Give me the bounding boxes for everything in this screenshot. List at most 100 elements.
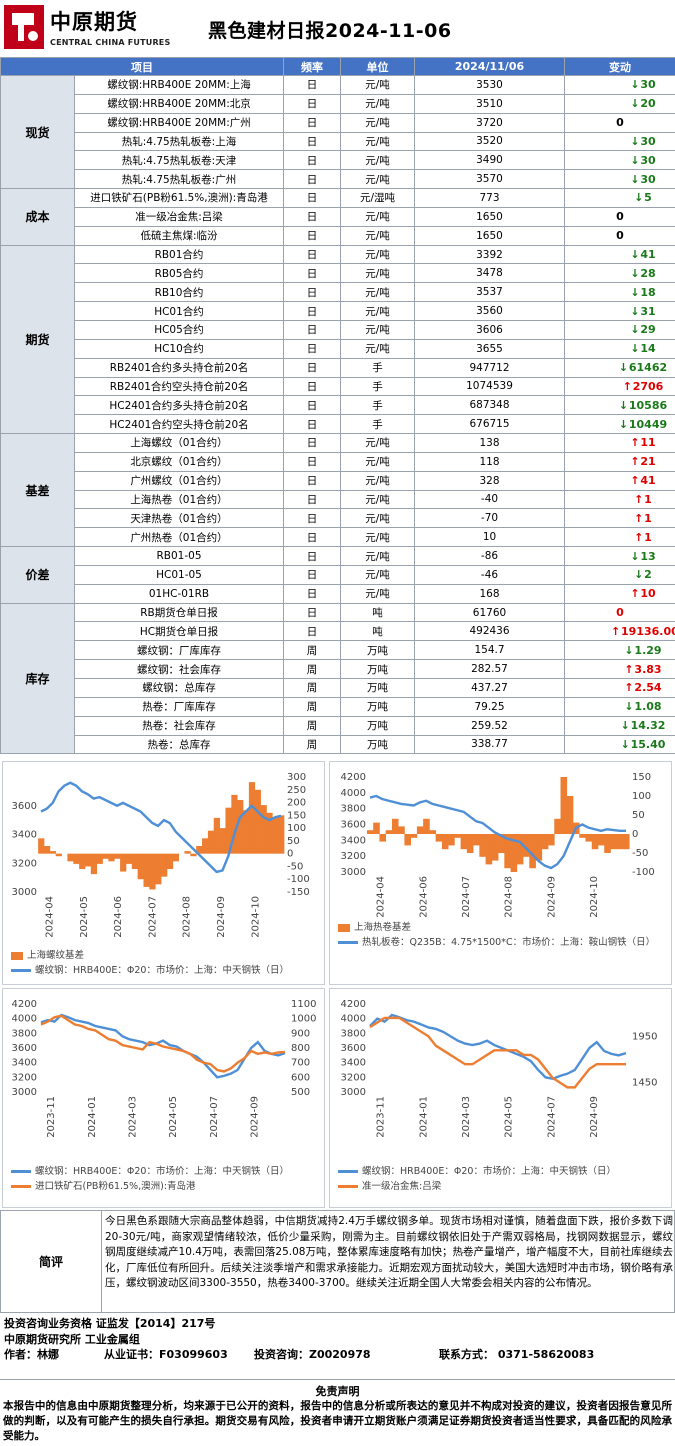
basis-bar (84, 853, 92, 867)
basis-bar (219, 828, 226, 854)
value-cell: 3537 (414, 282, 565, 303)
basis-bar (272, 817, 279, 854)
arrow-down-icon: ↓ (630, 248, 640, 262)
basis-bar (391, 818, 399, 834)
change-value: 2706 (632, 379, 664, 393)
change-value: 15.40 (630, 737, 666, 751)
y-tick-left: 3400 (12, 1058, 37, 1069)
table-row: 广州热卷（01合约）日元/吨 10 ↑1 (1, 527, 675, 548)
basis-bar (398, 826, 405, 834)
change-cell: ↑1 (564, 527, 675, 548)
change-value: 10586 (628, 398, 668, 412)
change-cell: ↑2.54 (564, 678, 675, 698)
x-tick: 2024-09 (546, 876, 557, 918)
y-tick-right: 250 (287, 785, 306, 796)
legend-swatch (338, 1185, 358, 1188)
x-tick: 2024-03 (461, 1096, 472, 1138)
table-row: 01HC-01RB 日元/吨 168 ↑10 (1, 583, 675, 604)
basis-bar (102, 853, 109, 859)
contact-phone: 联系方式： 0371-58620083 (439, 1348, 595, 1361)
basis-bar (260, 805, 267, 854)
arrow-down-icon: ↓ (630, 323, 640, 337)
arrow-down-icon: ↓ (630, 285, 640, 299)
value-cell: 3478 (414, 263, 565, 284)
legend-label: 进口铁矿石(PB粉61.5%,澳洲):青岛港 (35, 1181, 196, 1192)
x-tick: 2024-08 (182, 896, 193, 938)
x-tick: 2024-04 (376, 876, 387, 918)
table-row: HC05合约日元/吨 3606 ↓29 (1, 319, 675, 340)
table-row: RB10合约日元/吨 3537 ↓18 (1, 282, 675, 303)
basis-bar (585, 834, 593, 842)
table-row: 天津热卷（01合约）日元/吨 -70 ↑1 (1, 508, 675, 529)
change-cell: ↓30 (564, 169, 675, 190)
y-tick-left: 3200 (341, 1072, 366, 1083)
freq-cell: 周 (283, 734, 341, 755)
table-row: RB05合约日元/吨 3478 ↓28 (1, 263, 675, 284)
item-cell: 热轧:4.75热轧板卷:上海 (74, 131, 284, 152)
x-tick: 2024-10 (250, 896, 261, 938)
value-cell: 338.77 (414, 734, 565, 755)
category-cell: 期货 (0, 244, 75, 435)
arrow-down-icon: ↓ (630, 134, 640, 148)
item-cell: 01HC-01RB (74, 583, 284, 604)
basis-bar (504, 834, 511, 869)
category-cell: 基差 (0, 433, 75, 548)
change-value: 30 (640, 134, 656, 148)
arrow-up-icon: ↑ (630, 436, 640, 450)
freq-cell: 日 (283, 131, 341, 152)
freq-cell: 日 (283, 169, 341, 190)
arrow-down-icon: ↓ (618, 361, 629, 375)
freq-cell: 周 (283, 640, 341, 661)
unit-cell: 元/吨 (340, 319, 415, 340)
value-cell: 492436 (414, 621, 565, 642)
change-cell: ↓18 (564, 282, 675, 303)
legend-swatch (338, 923, 350, 932)
value-cell: 687348 (414, 395, 565, 416)
freq-cell: 日 (283, 301, 341, 321)
table-row: 期货 RB01合约日元/吨 3392 ↓41 (0, 244, 675, 435)
unit-cell: 元/吨 (340, 508, 415, 529)
table-row: HC2401合约多头持仓前20名日手 687348 ↓10586 (1, 395, 675, 416)
freq-cell: 周 (283, 678, 341, 698)
table-row: 热卷：总库存周万吨 338.77 ↓15.40 (1, 734, 675, 755)
col-header-change: 变动 (564, 57, 675, 76)
item-cell: 上海螺纹（01合约） (74, 433, 284, 453)
value-cell: 3720 (414, 112, 565, 133)
item-cell: 热卷：总库存 (74, 734, 284, 755)
basis-bar (491, 834, 499, 861)
value-cell: 1074539 (414, 376, 565, 397)
author-name: 作者：林娜 (4, 1348, 59, 1361)
change-cell: ↓15.40 (564, 734, 675, 755)
freq-cell: 日 (283, 508, 341, 529)
basis-bar (454, 834, 461, 838)
x-tick: 2024-09 (589, 1096, 600, 1138)
legend-swatch (338, 1170, 358, 1173)
unit-cell: 万吨 (340, 696, 415, 717)
legend-item: 螺纹钢：HRB400E：Φ20：市场价：上海：中天钢铁（日） (338, 1166, 616, 1178)
x-tick: 2024-05 (168, 1096, 179, 1138)
table-row: 热轧:4.75热轧板卷:上海日元/吨 3520 ↓30 (1, 131, 675, 152)
price-line (40, 781, 282, 874)
freq-cell: 周 (283, 696, 341, 717)
value-cell: 773 (414, 188, 565, 208)
arrow-down-icon: ↓ (624, 643, 634, 657)
item-cell: 热轧:4.75热轧板卷:广州 (74, 169, 284, 190)
item-cell: HC10合约 (74, 338, 284, 359)
basis-bar (73, 853, 80, 864)
change-cell: 0 (564, 602, 675, 623)
chart-svg: 4200 4000 3800 3600 3400 3200 3000 1100 1000 900 8… (12, 999, 317, 1138)
category-cell: 现货 (0, 74, 75, 190)
item-cell: 广州螺纹（01合约） (74, 470, 284, 491)
y-tick-right: 500 (291, 1087, 310, 1098)
arrow-down-icon: ↓ (634, 568, 644, 582)
x-tick: 2024-05 (504, 1096, 515, 1138)
item-cell: HC05合约 (74, 319, 284, 340)
change-value: 0 (616, 116, 624, 130)
freq-cell: 日 (283, 150, 341, 171)
legend-swatch (11, 969, 31, 972)
unit-cell: 万吨 (340, 715, 415, 736)
basis-bar (43, 846, 51, 854)
change-cell: ↑11 (564, 433, 675, 453)
change-cell: ↓20 (564, 93, 675, 114)
footer: 投资咨询业务资格 证监发【2014】217号 中原期货研究所 工业金属组 作者：… (4, 1316, 672, 1363)
